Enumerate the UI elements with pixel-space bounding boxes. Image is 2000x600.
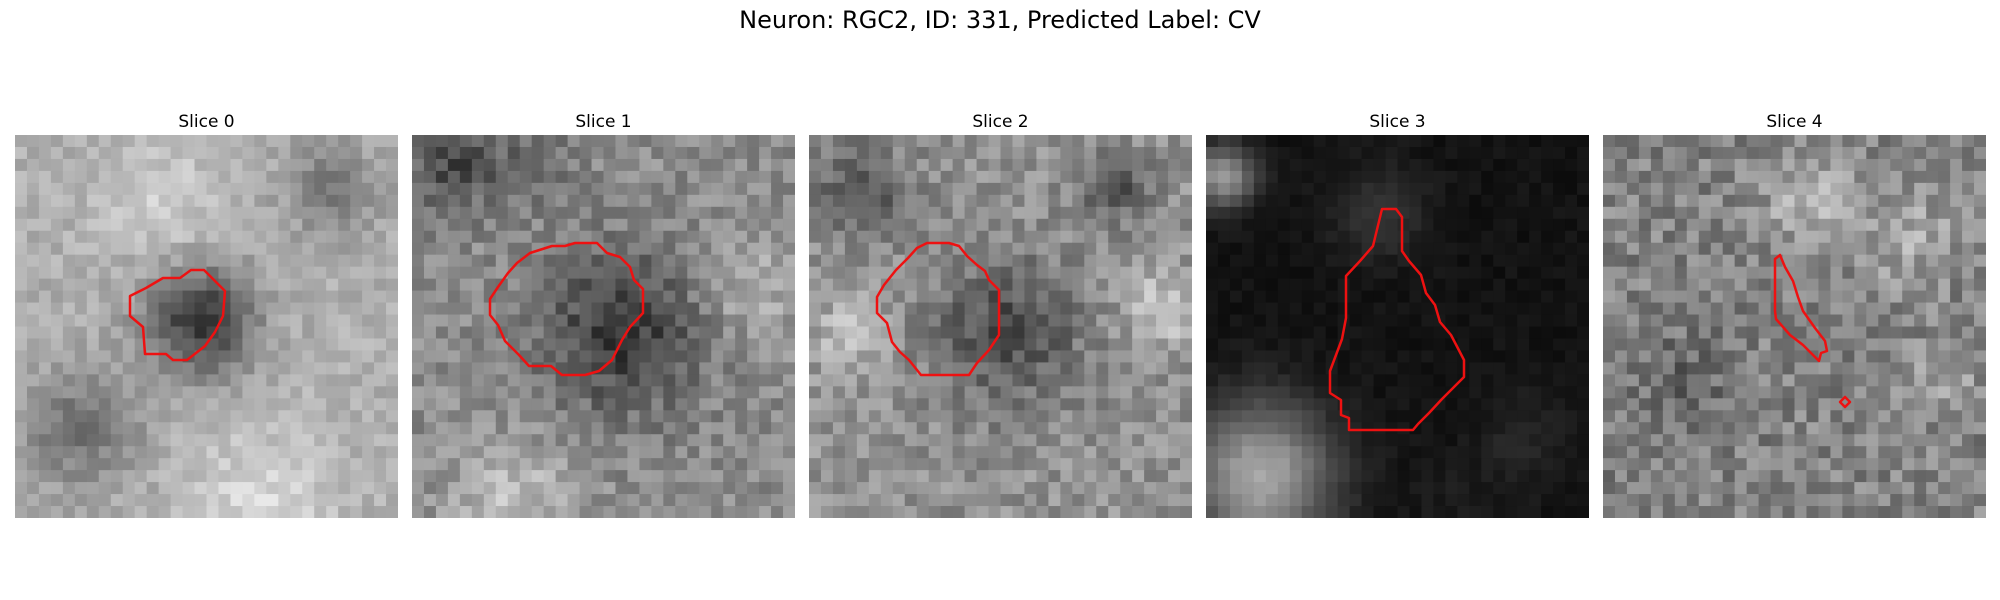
slice-panel-3: Slice 3 (1206, 110, 1589, 518)
slice-image-3 (1206, 135, 1589, 518)
slice-title-0: Slice 0 (178, 112, 235, 132)
segmentation-contour (488, 241, 645, 377)
slice-panel-2: Slice 2 (809, 110, 1192, 518)
segmentation-contour (128, 268, 227, 362)
segmentation-contour-fragment (1838, 395, 1852, 409)
figure-title: Neuron: RGC2, ID: 331, Predicted Label: … (739, 6, 1261, 34)
grayscale-pixels (1206, 135, 1589, 518)
segmentation-contour (1773, 253, 1829, 363)
grayscale-pixels (1603, 135, 1986, 518)
slice-image-2 (809, 135, 1192, 518)
grayscale-pixels (412, 135, 795, 518)
segmentation-contour (1328, 207, 1466, 432)
slice-panel-0: Slice 0 (15, 110, 398, 518)
grayscale-pixels (809, 135, 1192, 518)
segmentation-contour (875, 241, 1001, 377)
slice-image-0 (15, 135, 398, 518)
slice-title-2: Slice 2 (972, 112, 1029, 132)
grayscale-pixels (15, 135, 398, 518)
slice-title-3: Slice 3 (1369, 112, 1426, 132)
slice-title-4: Slice 4 (1766, 112, 1823, 132)
slice-image-4 (1603, 135, 1986, 518)
slice-panel-1: Slice 1 (412, 110, 795, 518)
slice-title-1: Slice 1 (575, 112, 632, 132)
slice-image-1 (412, 135, 795, 518)
slice-panel-4: Slice 4 (1603, 110, 1986, 518)
